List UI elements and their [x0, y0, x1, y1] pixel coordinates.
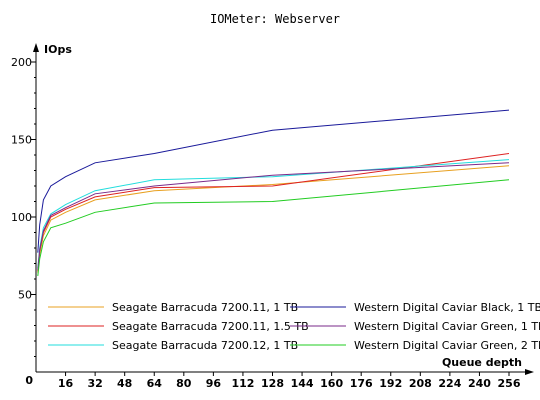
x-axis-arrow-icon: [525, 369, 534, 375]
x-tick-label: 176: [350, 377, 373, 390]
x-tick-label: 32: [87, 377, 102, 390]
legend-label-4: Western Digital Caviar Green, 1 TB: [354, 320, 540, 333]
x-tick-label: 96: [206, 377, 222, 390]
x-ticks: 16 32 48 64 80 96 112 128 144 160 176 192 208 224 240 2…: [58, 372, 521, 390]
y-tick-label: 100: [11, 211, 32, 224]
chart-title: IOMeter: Webserver: [210, 12, 340, 26]
legend: Seagate Barracuda 7200.11, 1 TB Western D…: [48, 301, 540, 352]
legend-label-1: Seagate Barracuda 7200.11, 1.5 TB: [112, 320, 309, 333]
series-line-4: [37, 162, 510, 270]
x-tick-label: 192: [379, 377, 402, 390]
x-tick-label: 208: [409, 377, 432, 390]
y-tick-label: 200: [11, 56, 32, 69]
x-tick-label: 48: [117, 377, 132, 390]
legend-label-2: Seagate Barracuda 7200.12, 1 TB: [112, 339, 298, 352]
x-tick-label: 80: [176, 377, 192, 390]
y-axis-title: IOps: [44, 43, 72, 56]
x-tick-label: 144: [291, 377, 314, 390]
y-ticks: 50 100 150 200: [11, 56, 36, 357]
series-line-0: [37, 165, 510, 273]
x-tick-label: 160: [320, 377, 343, 390]
y-tick-label: 150: [11, 134, 32, 147]
series-line-3: [37, 109, 510, 253]
x-tick-label: 112: [231, 377, 254, 390]
legend-label-5: Western Digital Caviar Green, 2 TB: [354, 339, 540, 352]
legend-label-3: Western Digital Caviar Black, 1 TB: [354, 301, 540, 314]
series-lines: [37, 109, 510, 276]
x-tick-label: 16: [58, 377, 74, 390]
y-tick-label: 50: [18, 289, 32, 302]
x-tick-label: 256: [498, 377, 521, 390]
series-line-5: [37, 179, 510, 276]
legend-label-0: Seagate Barracuda 7200.11, 1 TB: [112, 301, 298, 314]
series-line-2: [37, 159, 510, 269]
x-tick-label: 128: [261, 377, 284, 390]
x-tick-label: 64: [147, 377, 163, 390]
y-axis-arrow-icon: [33, 43, 39, 52]
origin-label: 0: [25, 374, 33, 387]
x-axis-title: Queue depth: [442, 356, 522, 369]
x-tick-label: 224: [438, 377, 461, 390]
axes: IOps Queue depth 0: [25, 43, 534, 387]
x-tick-label: 240: [468, 377, 491, 390]
